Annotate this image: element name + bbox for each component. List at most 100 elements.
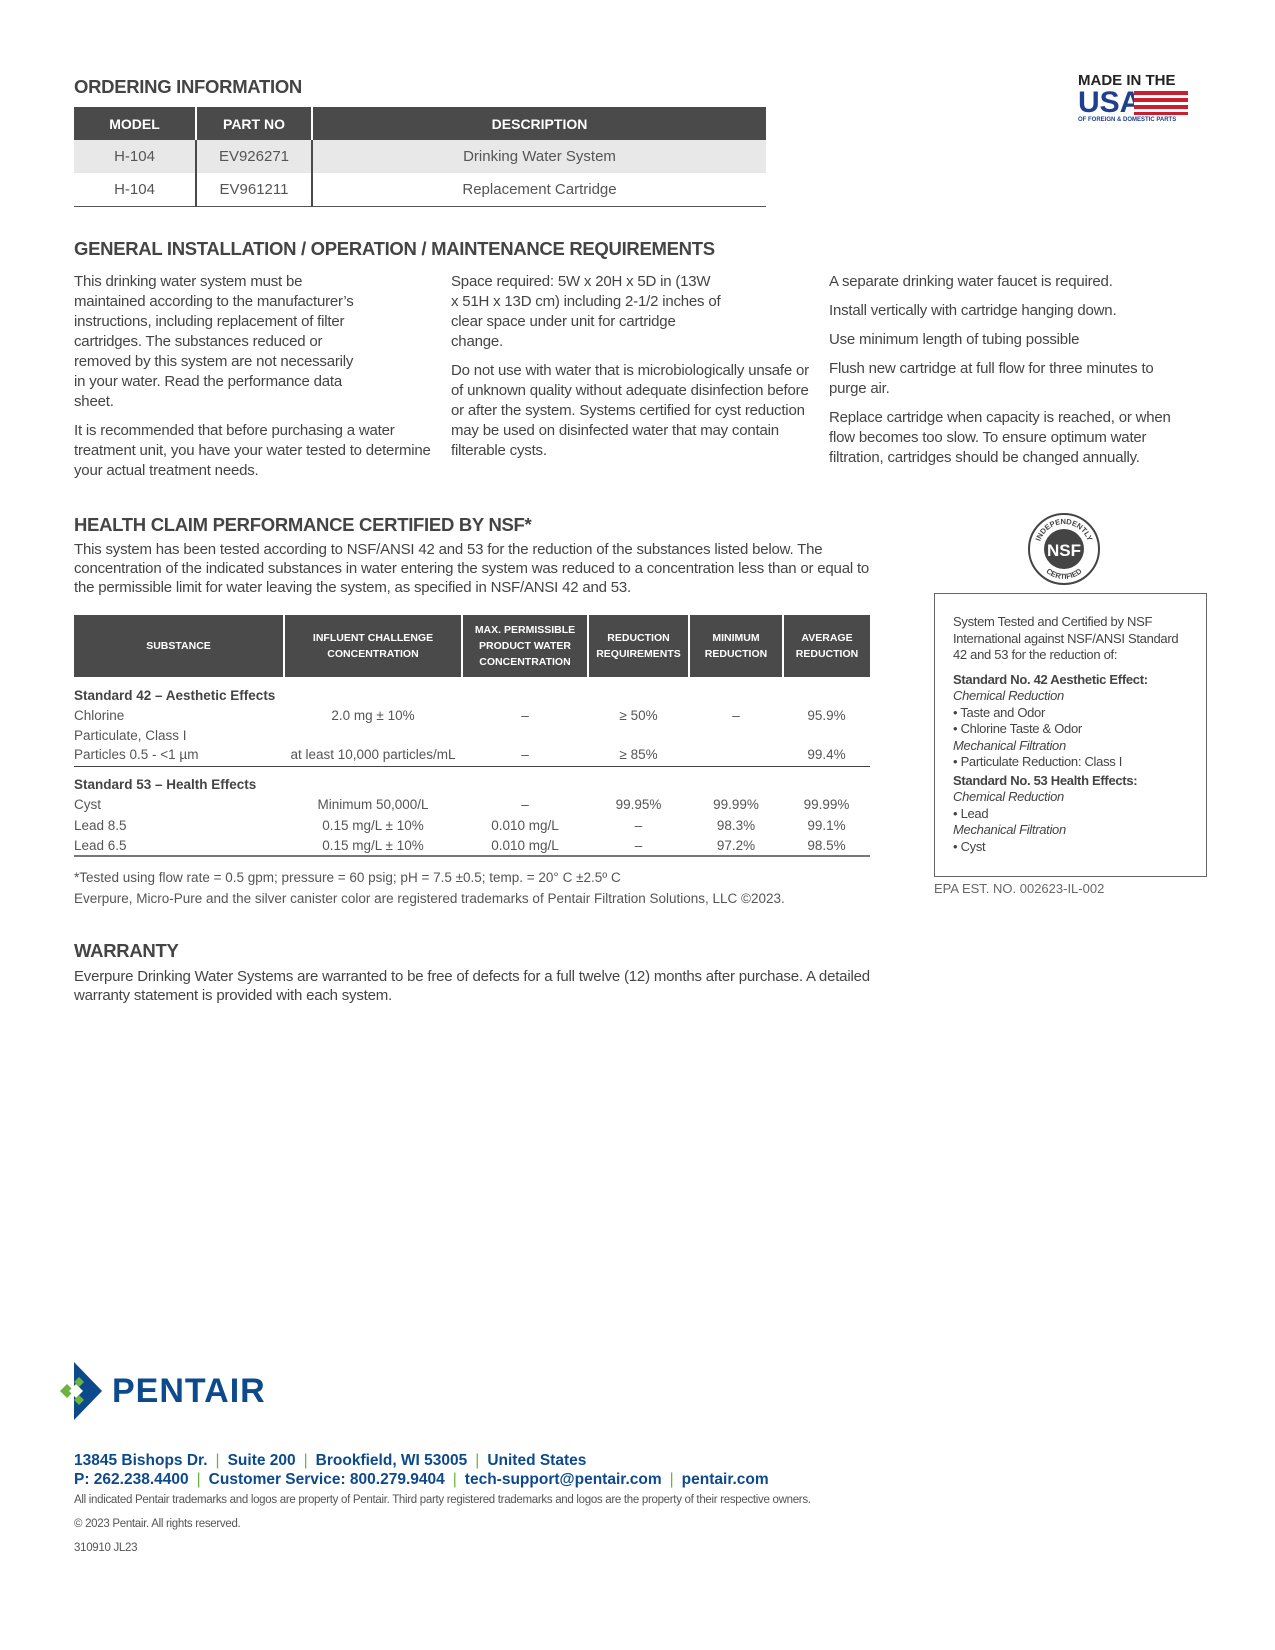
flag-stripes-icon: [1134, 91, 1188, 115]
cell: 99.99%: [713, 797, 759, 813]
cell: ≥ 85%: [588, 746, 689, 767]
paragraph: Install vertically with cartridge hangin…: [829, 302, 1117, 319]
cell: 98.3%: [716, 817, 756, 833]
table-row: H-104 EV961211 Replacement Cartridge: [74, 173, 766, 207]
cell: –: [732, 707, 740, 723]
made-in-usa-logo: MADE IN THE USA OF FOREIGN & DOMESTIC PA…: [1078, 72, 1190, 123]
cell: 99.95%: [615, 797, 662, 813]
cell: Particles 0.5 - <1 µm: [74, 746, 284, 767]
document-code: 310910 JL23: [74, 1542, 138, 1554]
cell: –: [634, 817, 643, 833]
group-label: Standard 53 – Health Effects: [74, 777, 257, 793]
cell: [588, 726, 689, 747]
pentair-mark-icon: [60, 1362, 102, 1420]
phone: P: 262.238.4400: [74, 1471, 189, 1488]
col-header: MAX. PERMISSIBLE PRODUCT WATER CONCENTRA…: [462, 615, 589, 677]
cell: 99.99%: [803, 797, 850, 813]
cell: 0.010 mg/L: [491, 817, 559, 833]
cell: 2.0 mg ± 10%: [331, 707, 415, 723]
col-header: AVERAGE REDUCTION: [783, 615, 870, 677]
paragraph: It is recommended that before purchasing…: [74, 422, 431, 479]
copyright: © 2023 Pentair. All rights reserved.: [74, 1518, 241, 1530]
cert-category: Mechanical Filtration: [953, 737, 1066, 753]
cell: at least 10,000 particles/mL: [284, 746, 462, 767]
website-link[interactable]: pentair.com: [681, 1471, 769, 1488]
address-street: 13845 Bishops Dr.: [74, 1452, 208, 1469]
table-row: Lead 8.5 0.15 mg/L ± 10% 0.010 mg/L – 98.3% 9…: [74, 815, 870, 836]
cert-standard-53: Standard No. 53 Health Effects:: [953, 772, 1138, 788]
logo-line: OF FOREIGN & DOMESTIC PARTS: [1078, 117, 1177, 123]
cell: H-104: [74, 173, 197, 207]
paragraph: Flush new cartridge at full flow for thr…: [829, 360, 1154, 397]
table-row: Chlorine 2.0 mg ± 10% – ≥ 50% – 95.9%: [74, 705, 870, 726]
cell: [689, 726, 783, 747]
cell: EV926271: [196, 140, 313, 173]
logo-line: MADE IN THE: [1078, 72, 1176, 89]
cert-intro: System Tested and Certified by NSF Inter…: [953, 614, 1179, 662]
svg-text:CERTIFIED: CERTIFIED: [1045, 566, 1084, 581]
col-header: DESCRIPTION: [312, 107, 766, 140]
paragraph: This drinking water system must be maint…: [74, 273, 354, 410]
cell: 98.5%: [783, 835, 870, 857]
cert-standard-42: Standard No. 42 Aesthetic Effect:: [953, 671, 1148, 687]
paragraph: Replace cartridge when capacity is reach…: [829, 409, 1171, 466]
cert-item: • Cyst: [953, 838, 986, 854]
pentair-logo: PENTAIR: [60, 1362, 266, 1420]
address-suite: Suite 200: [227, 1452, 296, 1469]
table-row: Particulate, Class I: [74, 726, 870, 747]
group-label: Standard 42 – Aesthetic Effects: [74, 687, 276, 703]
general-col-1: This drinking water system must be maint…: [74, 272, 434, 490]
ordering-title: ORDERING INFORMATION: [74, 76, 302, 97]
nsf-performance-table: SUBSTANCE INFLUENT CHALLENGE CONCENTRATI…: [74, 615, 870, 857]
cell: 97.2%: [689, 835, 783, 857]
table-row: Particles 0.5 - <1 µm at least 10,000 par…: [74, 746, 870, 767]
cell: [284, 726, 462, 747]
general-col-2: Space required: 5W x 20H x 5D in (13W x …: [451, 272, 821, 470]
cert-item: • Chlorine Taste & Odor: [953, 721, 1082, 736]
support-email-link[interactable]: tech-support@pentair.com: [464, 1471, 662, 1488]
table-row: Lead 6.5 0.15 mg/L ± 10% 0.010 mg/L –97.2% 9…: [74, 835, 870, 857]
legal-text: All indicated Pentair trademarks and log…: [74, 1494, 811, 1506]
ordering-table: MODEL PART NO DESCRIPTION H-104 EV926271 Dri…: [74, 107, 766, 207]
cell: 0.010 mg/L: [462, 835, 588, 857]
table-row: Cyst Minimum 50,000/L – 99.95% 99.99% 99.99%: [74, 795, 870, 816]
cert-category: Chemical Reduction: [953, 789, 1064, 804]
address-line: 13845 Bishops Dr. | Suite 200 | Brookfield, …: [74, 1452, 587, 1469]
nsf-certified-seal: NSF INDEPENDENTLY CERTIFIED: [1027, 512, 1101, 586]
svg-text:NSF: NSF: [1047, 541, 1081, 560]
address-city: Brookfield, WI 53005: [315, 1452, 468, 1469]
cell: 0.15 mg/L ± 10%: [322, 817, 424, 833]
cell: –: [521, 797, 529, 813]
cert-category: Chemical Reduction: [953, 688, 1064, 703]
warranty-text: Everpure Drinking Water Systems are warr…: [74, 968, 870, 1004]
trademark-note: Everpure, Micro-Pure and the silver cani…: [74, 891, 785, 906]
brand-name: PENTAIR: [112, 1371, 266, 1410]
cell: ≥ 50%: [619, 707, 658, 723]
cell: Particulate, Class I: [74, 728, 187, 744]
cell: 99.1%: [807, 817, 846, 833]
col-header: PART NO: [196, 107, 313, 140]
health-title: HEALTH CLAIM PERFORMANCE CERTIFIED BY NS…: [74, 514, 532, 535]
footnote: *Tested using flow rate = 0.5 gpm; press…: [74, 870, 621, 885]
cert-item: • Particulate Reduction: Class I: [953, 754, 1123, 769]
address-country: United States: [487, 1452, 587, 1469]
col-header: MINIMUM REDUCTION: [689, 615, 784, 677]
warranty-title: WARRANTY: [74, 940, 179, 961]
cell: 99.4%: [783, 746, 870, 767]
cell: Chlorine: [74, 707, 125, 723]
cell: Replacement Cartridge: [312, 173, 766, 207]
cell: 95.9%: [807, 707, 846, 723]
contact-line: P: 262.238.4400 | Customer Service: 800.27…: [74, 1471, 769, 1488]
col-header: REDUCTION REQUIREMENTS: [588, 615, 690, 677]
general-title: GENERAL INSTALLATION / OPERATION / MAINT…: [74, 238, 715, 259]
cell: –: [588, 835, 689, 857]
cell: Lead 6.5: [74, 835, 284, 857]
cell: –: [462, 746, 588, 767]
cell: 0.15 mg/L ± 10%: [284, 835, 462, 857]
col-header: INFLUENT CHALLENGE CONCENTRATION: [284, 615, 463, 677]
general-col-3: A separate drinking water faucet is requ…: [829, 272, 1189, 477]
cell: –: [521, 707, 529, 723]
cell: [783, 726, 870, 747]
cert-item: • Lead: [953, 805, 989, 821]
certification-box: System Tested and Certified by NSF Inter…: [934, 593, 1207, 877]
